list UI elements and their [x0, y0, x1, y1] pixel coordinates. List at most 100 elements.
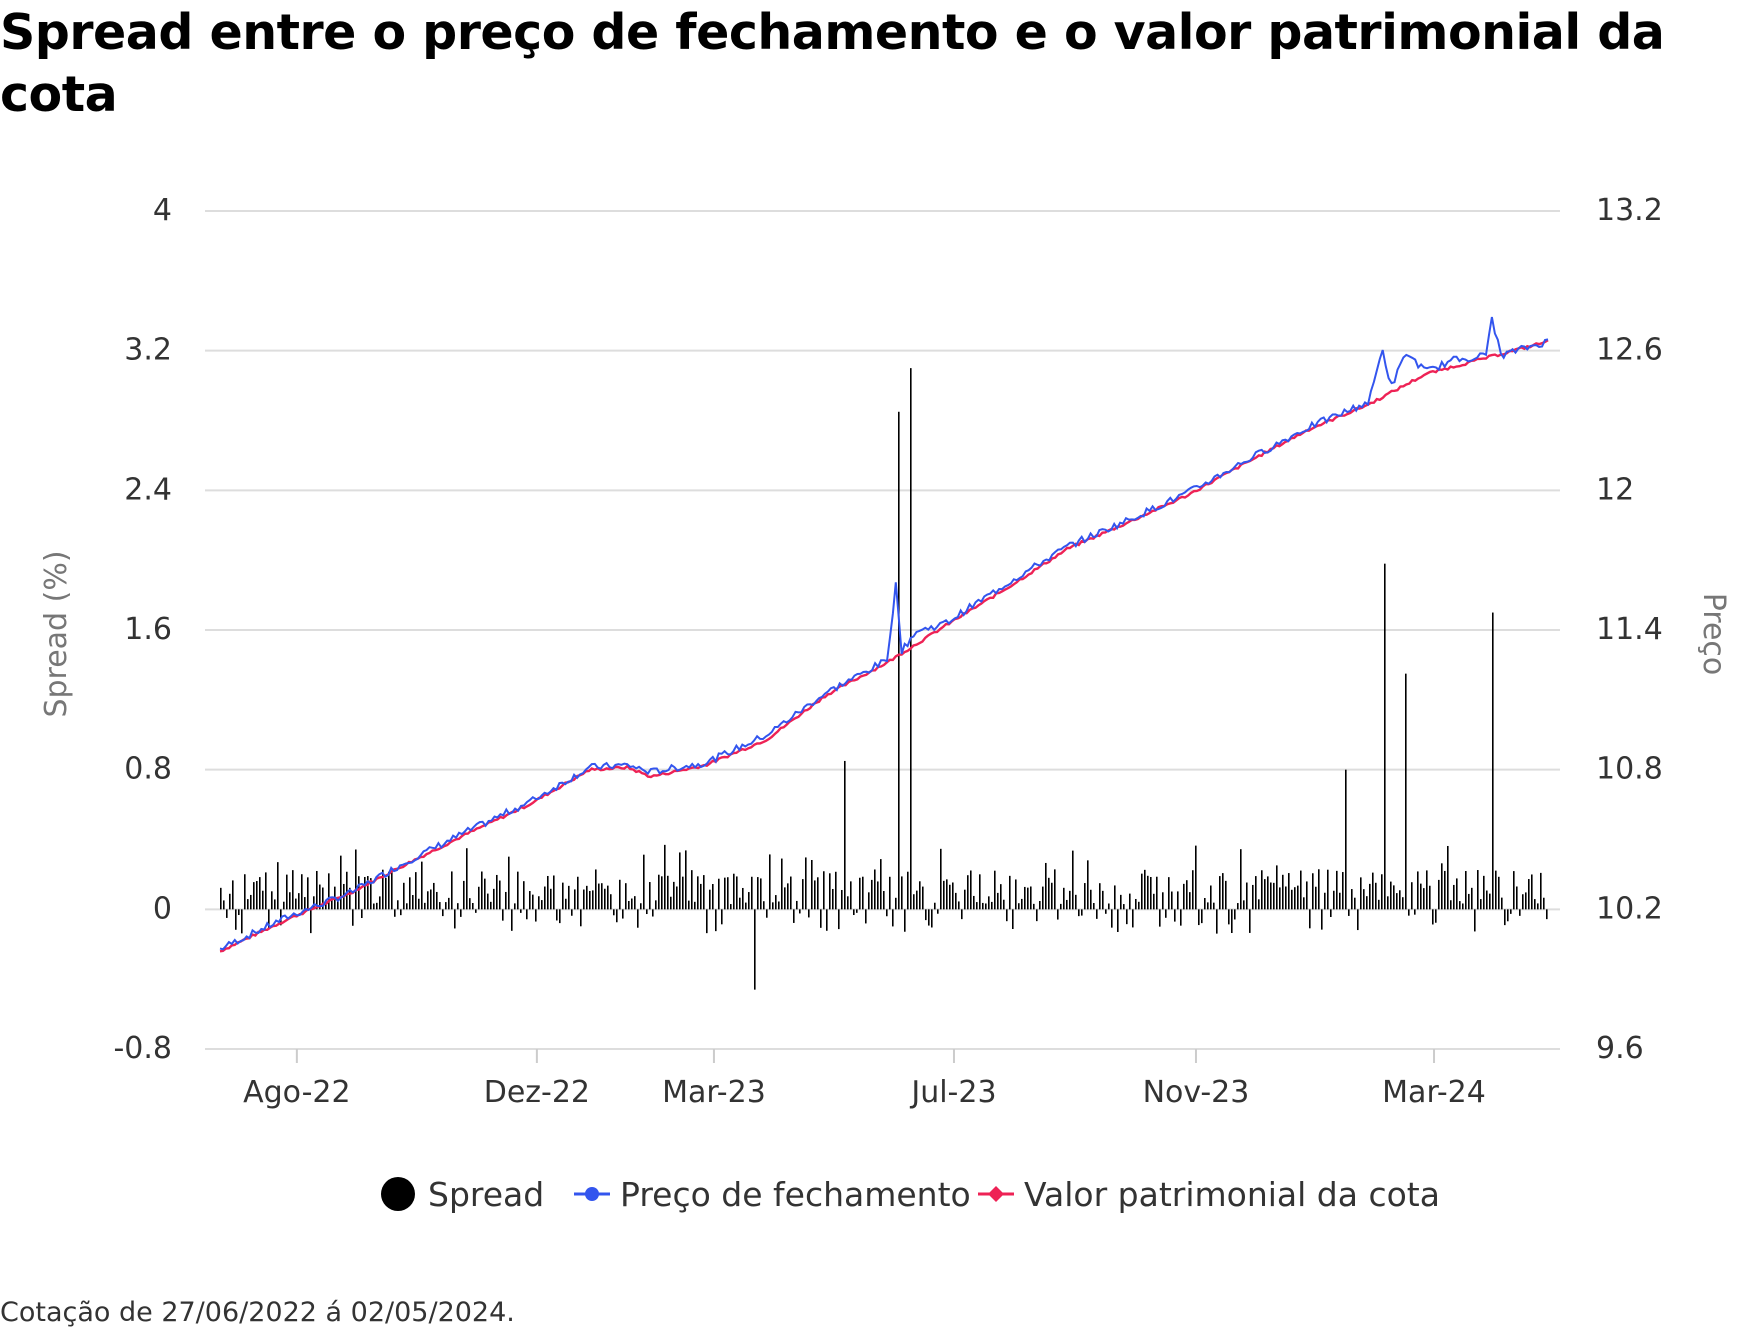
spread-bar	[1318, 869, 1320, 910]
spread-bar	[739, 897, 741, 910]
spread-bar	[709, 889, 711, 910]
spread-bar	[1252, 884, 1254, 910]
spread-bar	[823, 871, 825, 910]
spread-bar	[676, 886, 678, 910]
spread-bar	[1450, 900, 1452, 910]
spread-bar	[841, 889, 843, 910]
spread-bar	[1372, 872, 1374, 910]
spread-bar	[955, 892, 957, 910]
spread-bar	[706, 909, 708, 934]
spread-bar	[1213, 902, 1215, 910]
spread-bar	[838, 909, 840, 930]
spread-bar	[1480, 899, 1482, 910]
spread-bar	[832, 888, 834, 910]
spread-bar	[625, 883, 627, 910]
spread-bar	[964, 889, 966, 910]
y-left-tick-label: -0.8	[113, 1031, 172, 1066]
spread-bar	[1078, 909, 1080, 917]
spread-bar	[640, 903, 642, 910]
spread-bar	[532, 894, 534, 910]
spread-bar	[829, 873, 831, 910]
spread-bar	[799, 909, 801, 914]
spread-bar	[613, 909, 615, 916]
spread-bar	[1303, 897, 1305, 910]
spread-bar	[496, 874, 498, 910]
spread-bar	[1192, 870, 1194, 910]
spread-bar	[1039, 900, 1041, 910]
y-left-tick-label: 2.4	[124, 472, 172, 507]
y-right-tick-label: 9.6	[1596, 1031, 1644, 1066]
spread-bar	[1153, 893, 1155, 910]
spread-bar	[235, 909, 237, 930]
spread-bar	[1384, 563, 1386, 910]
spread-bar	[1246, 882, 1248, 910]
spread-bar	[934, 902, 936, 910]
spread-bar	[367, 876, 369, 910]
spread-bar	[1516, 886, 1518, 910]
spread-bar	[1282, 874, 1284, 910]
spread-bar	[316, 870, 318, 910]
spread-bar	[943, 880, 945, 910]
spread-bar	[769, 854, 771, 910]
spread-bar	[634, 896, 636, 910]
spread-bar	[820, 909, 822, 928]
spread-bar	[1060, 903, 1062, 910]
spread-bar	[610, 894, 612, 910]
spread-bar	[970, 870, 972, 910]
spread-bar	[511, 909, 513, 931]
spread-bar	[1474, 909, 1476, 932]
spread-bar	[1264, 879, 1266, 910]
spread-bar	[703, 875, 705, 910]
spread-bar	[508, 856, 510, 910]
spread-bar	[790, 876, 792, 910]
spread-bar	[397, 900, 399, 910]
spread-bar	[1081, 909, 1083, 916]
spread-bar	[1000, 884, 1002, 910]
spread-bar	[565, 898, 567, 910]
spread-bar	[892, 909, 894, 927]
spread-bar	[1219, 876, 1221, 910]
spread-bar	[616, 909, 618, 923]
spread-bar	[637, 909, 639, 928]
spread-bar	[1267, 876, 1269, 910]
legend-preco-icon	[585, 1187, 599, 1201]
spread-bar	[937, 909, 939, 914]
spread-bar	[619, 879, 621, 910]
spread-bar	[376, 902, 378, 910]
spread-bar	[760, 878, 762, 910]
spread-bar	[754, 909, 756, 990]
spread-bar	[1465, 871, 1467, 910]
spread-bar	[604, 888, 606, 910]
spread-bar	[802, 879, 804, 910]
spread-bar	[253, 882, 255, 910]
spread-bar	[352, 909, 354, 926]
spread-bar	[490, 901, 492, 910]
spread-bar	[391, 871, 393, 910]
spread-bar	[250, 894, 252, 910]
x-tick-label: Nov-23	[1143, 1075, 1250, 1110]
spread-bar	[1492, 612, 1494, 910]
spread-bar	[811, 859, 813, 910]
spread-bar	[775, 895, 777, 910]
spread-bar	[931, 909, 933, 928]
spread-bar	[424, 902, 426, 910]
spread-bar	[1132, 909, 1134, 928]
x-axis: Ago-22 Dez-22 Mar-23 Jul-23 Nov-23 Mar-24	[243, 1049, 1486, 1110]
spread-bar	[436, 891, 438, 910]
spread-bar	[742, 887, 744, 910]
spread-bar	[664, 844, 666, 910]
spread-bar	[538, 896, 540, 910]
spread-bar	[622, 909, 624, 919]
spread-bar	[1084, 883, 1086, 910]
spread-bar	[1141, 873, 1143, 910]
spread-bar	[304, 897, 306, 910]
spread-bar	[1210, 885, 1212, 910]
spread-bar	[946, 879, 948, 910]
spread-bar	[1075, 894, 1077, 910]
spread-bar	[574, 889, 576, 910]
spread-bar	[322, 887, 324, 910]
spread-bar	[220, 887, 222, 910]
preco-line	[219, 316, 1549, 951]
spread-bar	[700, 883, 702, 910]
spread-bar	[694, 901, 696, 910]
